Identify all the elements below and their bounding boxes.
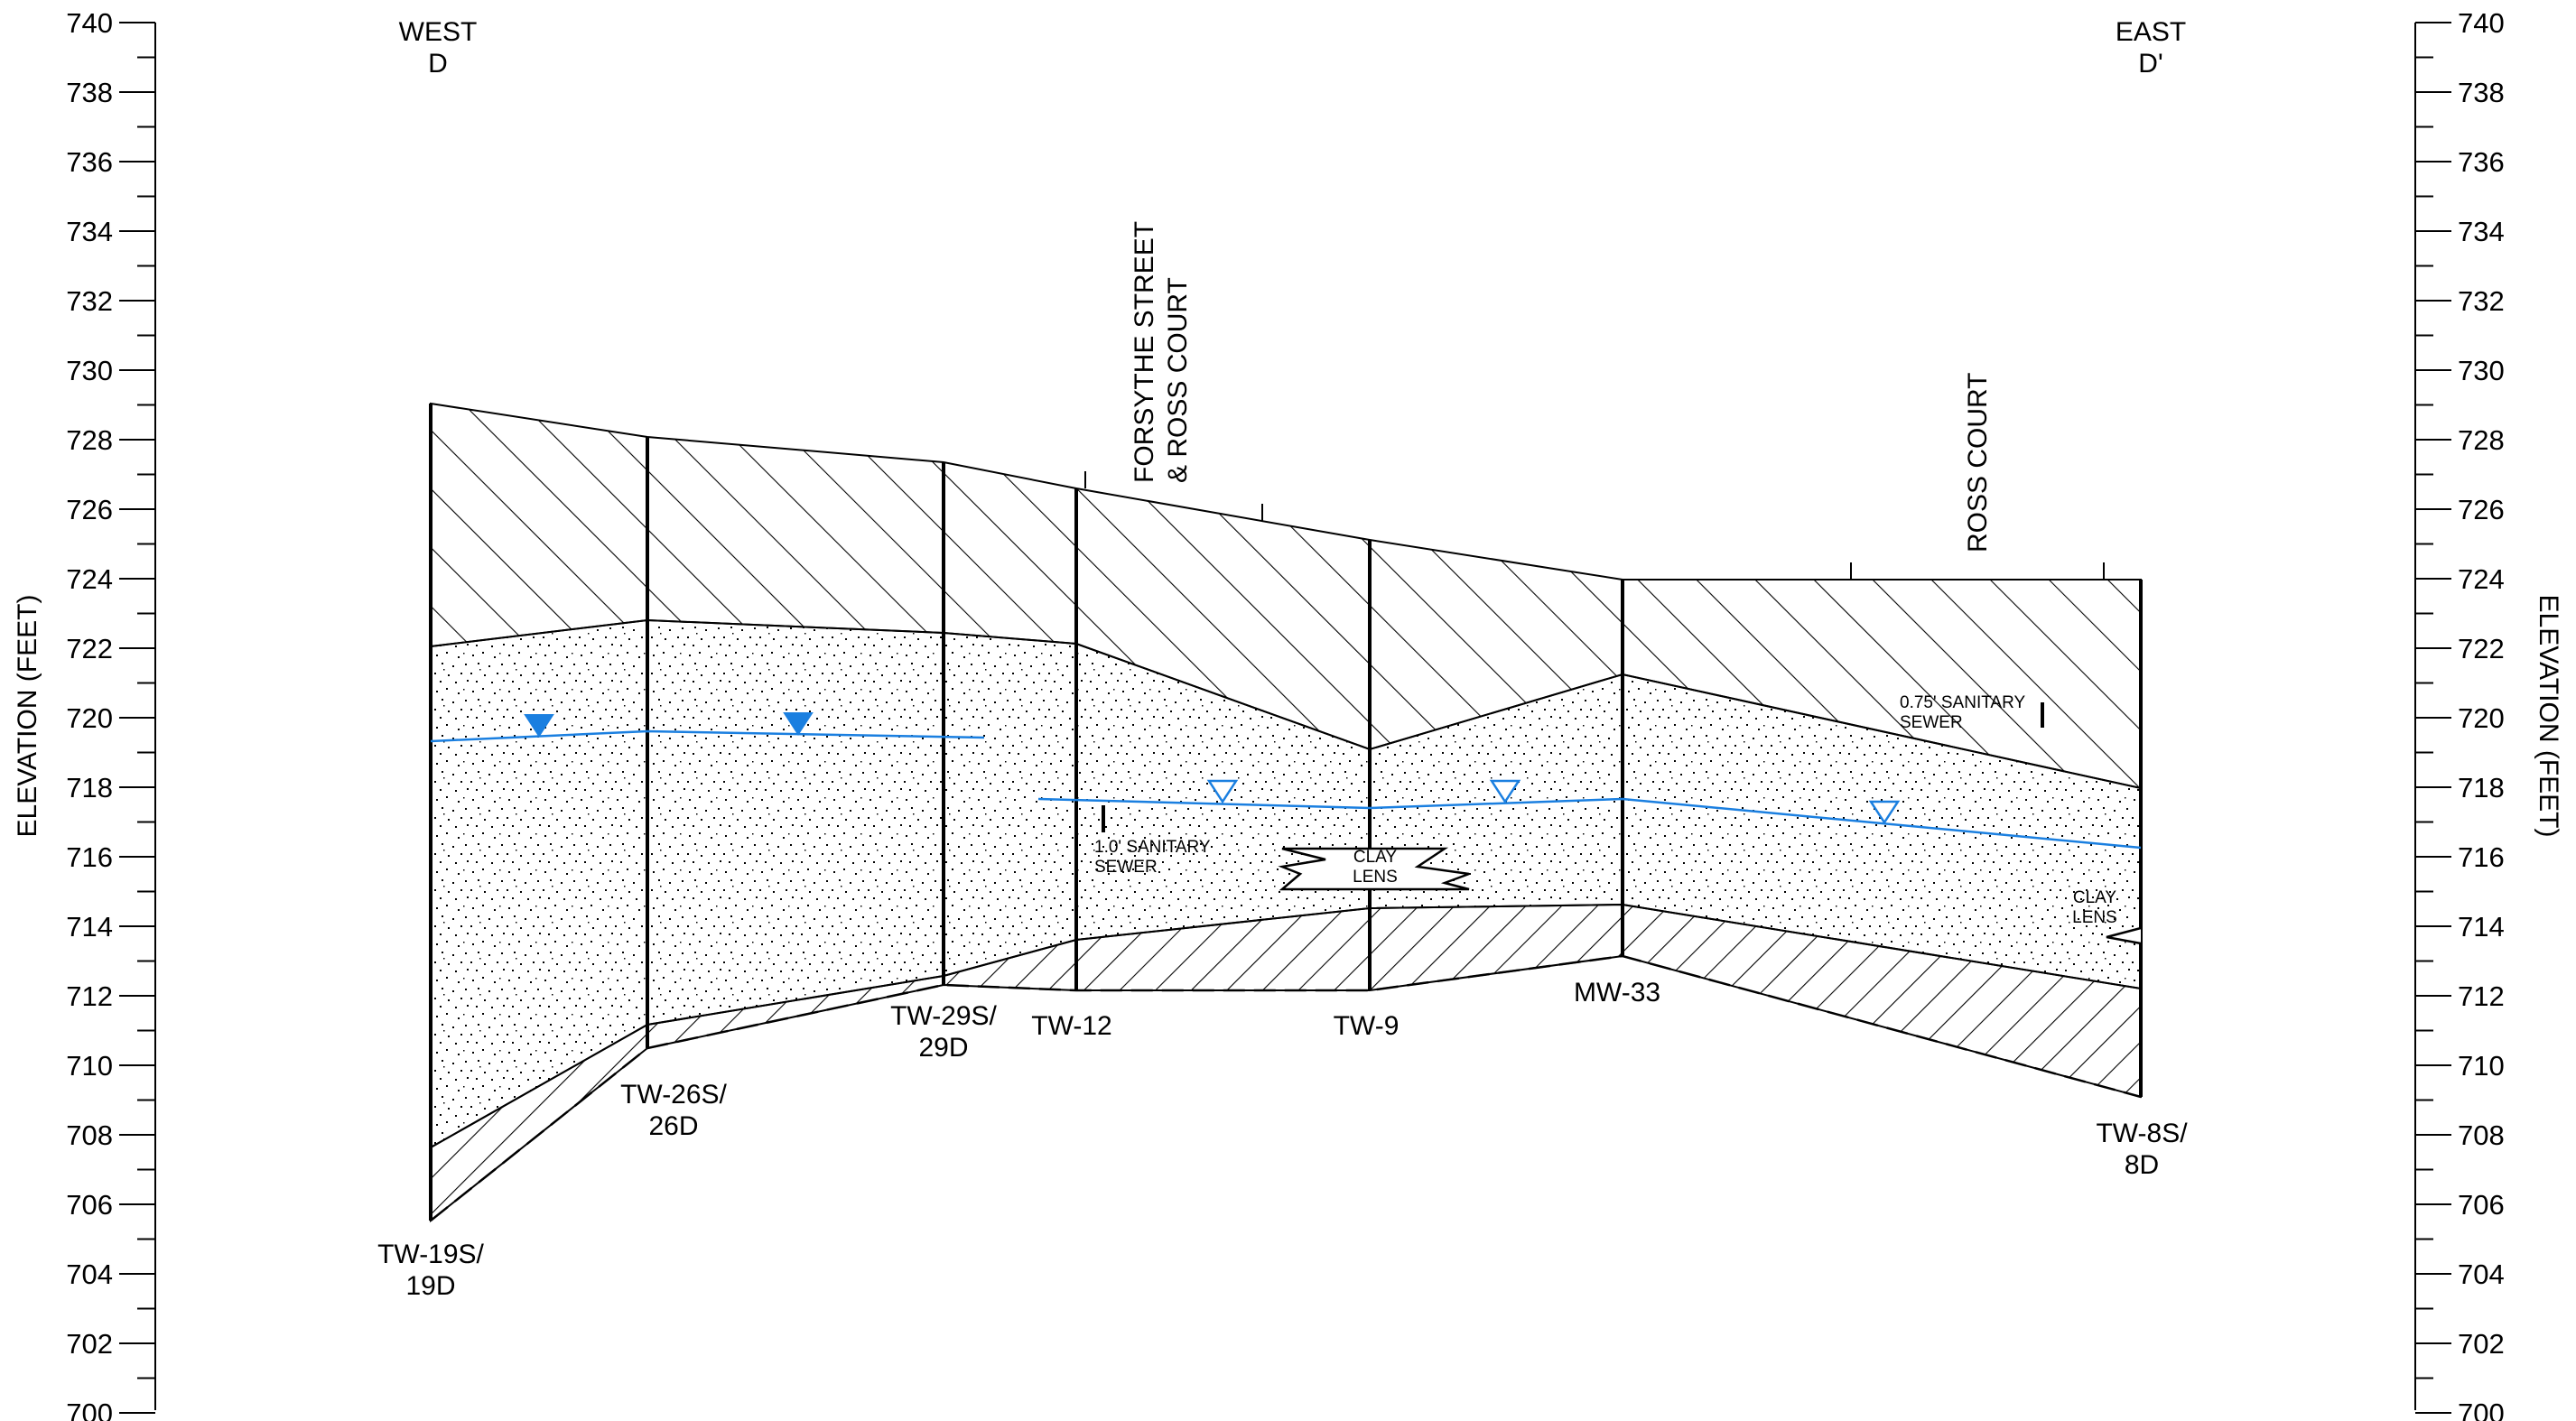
water-table-east (1037, 797, 2142, 850)
right-tick-label: 728 (2458, 424, 2505, 456)
boring-lines (429, 404, 2143, 1221)
left-tick-label: 704 (66, 1258, 113, 1290)
forsythe-street-label-2: & ROSS COURT (1163, 277, 1193, 483)
left-tick-label: 714 (66, 911, 113, 943)
right-tick-label: 718 (2458, 772, 2505, 803)
right-tick-label: 726 (2458, 494, 2505, 525)
right-tick-label: 716 (2458, 841, 2505, 873)
east-section-letter: D' (2138, 49, 2162, 79)
right-tick-label: 708 (2458, 1119, 2505, 1151)
sewer-2-label-2: SEWER (1900, 713, 1963, 732)
forsythe-street-label-1: FORSYTHE STREET (1130, 221, 1159, 483)
left-tick-label: 700 (66, 1398, 113, 1421)
sewer-1-label-2: SEWER (1094, 858, 1158, 877)
clay-lens-2-label-2: LENS (2072, 908, 2117, 927)
well-label-tw19-2: 19D (405, 1271, 455, 1301)
right-tick-label: 700 (2458, 1398, 2505, 1421)
left-tick-label: 718 (66, 772, 113, 803)
right-axis-title: ELEVATION (FEET) (2534, 595, 2563, 838)
well-label-tw19-1: TW-19S/ (377, 1240, 484, 1269)
left-tick-label: 712 (66, 980, 113, 1012)
well-label-tw29-2: 29D (918, 1033, 968, 1063)
water-table-symbol-3 (1868, 800, 1901, 825)
well-label-mw33: MW-33 (1574, 978, 1660, 1008)
left-tick-label: 702 (66, 1328, 113, 1360)
left-tick-label: 720 (66, 702, 113, 734)
clay-lens-1-label-1: CLAY (1353, 848, 1398, 867)
left-axis-title: ELEVATION (FEET) (13, 595, 42, 838)
right-tick-label: 738 (2458, 77, 2505, 108)
right-tick-label: 710 (2458, 1050, 2505, 1082)
well-label-tw26-2: 26D (648, 1111, 698, 1141)
left-tick-label: 706 (66, 1189, 113, 1221)
water-table-symbol-tw26 (783, 712, 814, 736)
sewer-1-label-1: 1.0' SANITARY (1094, 838, 1211, 857)
right-tick-label: 740 (2458, 7, 2505, 39)
water-table-symbol-tw19 (524, 714, 554, 738)
left-tick-label: 716 (66, 841, 113, 873)
right-tick-label: 720 (2458, 702, 2505, 734)
right-tick-group: 740 738 736 734 732 730 728 726 724 722 720 718 716 7… (2415, 7, 2505, 1421)
left-tick-label: 740 (66, 7, 113, 39)
water-table-west (430, 729, 985, 743)
right-tick-label: 722 (2458, 633, 2505, 664)
ross-court-label: ROSS COURT (1963, 373, 1993, 553)
well-label-tw8-1: TW-8S/ (2096, 1119, 2188, 1148)
left-tick-label: 708 (66, 1119, 113, 1151)
right-tick-label: 724 (2458, 563, 2505, 595)
east-label: EAST (2116, 17, 2186, 47)
well-label-tw12: TW-12 (1031, 1011, 1111, 1041)
left-tick-label: 724 (66, 563, 113, 595)
well-label-tw26-1: TW-26S/ (620, 1080, 727, 1110)
left-tick-label: 722 (66, 633, 113, 664)
left-tick-group: 740 738 736 734 732 730 728 726 724 722 720 718 716 7… (66, 7, 155, 1421)
clay-lens-1-label-2: LENS (1353, 868, 1398, 887)
water-table-symbol-2 (1489, 779, 1521, 804)
left-tick-label: 732 (66, 285, 113, 317)
clay-lens-2 (2106, 926, 2142, 945)
well-label-tw9: TW-9 (1334, 1011, 1400, 1041)
right-tick-label: 736 (2458, 146, 2505, 178)
right-tick-label: 706 (2458, 1189, 2505, 1221)
right-tick-label: 734 (2458, 216, 2505, 247)
left-tick-label: 726 (66, 494, 113, 525)
left-tick-label: 736 (66, 146, 113, 178)
right-elevation-axis: 740 738 736 734 732 730 728 726 724 722 720 718 716 7… (2414, 7, 2505, 1421)
west-section-letter: D (428, 49, 448, 79)
clay-lens-1 (1278, 847, 1470, 891)
left-tick-label: 738 (66, 77, 113, 108)
clay-lens-2-label-1: CLAY (2073, 888, 2117, 907)
left-tick-label: 728 (66, 424, 113, 456)
right-tick-label: 702 (2458, 1328, 2505, 1360)
right-tick-label: 730 (2458, 355, 2505, 386)
left-elevation-axis: 740 738 736 734 732 730 728 726 724 722 720 718 716 7… (66, 7, 156, 1421)
well-label-tw29-1: TW-29S/ (890, 1001, 997, 1031)
sewer-2-label-1: 0.75' SANITARY (1900, 693, 2025, 712)
right-tick-label: 714 (2458, 911, 2505, 943)
left-tick-label: 734 (66, 216, 113, 247)
left-tick-label: 710 (66, 1050, 113, 1082)
street-markers (1084, 471, 2105, 580)
well-label-tw8-2: 8D (2125, 1150, 2159, 1180)
left-tick-label: 730 (66, 355, 113, 386)
right-tick-label: 704 (2458, 1258, 2505, 1290)
right-tick-label: 712 (2458, 980, 2505, 1012)
right-tick-label: 732 (2458, 285, 2505, 317)
water-table-symbol-1 (1206, 779, 1239, 804)
west-label: WEST (399, 17, 478, 47)
